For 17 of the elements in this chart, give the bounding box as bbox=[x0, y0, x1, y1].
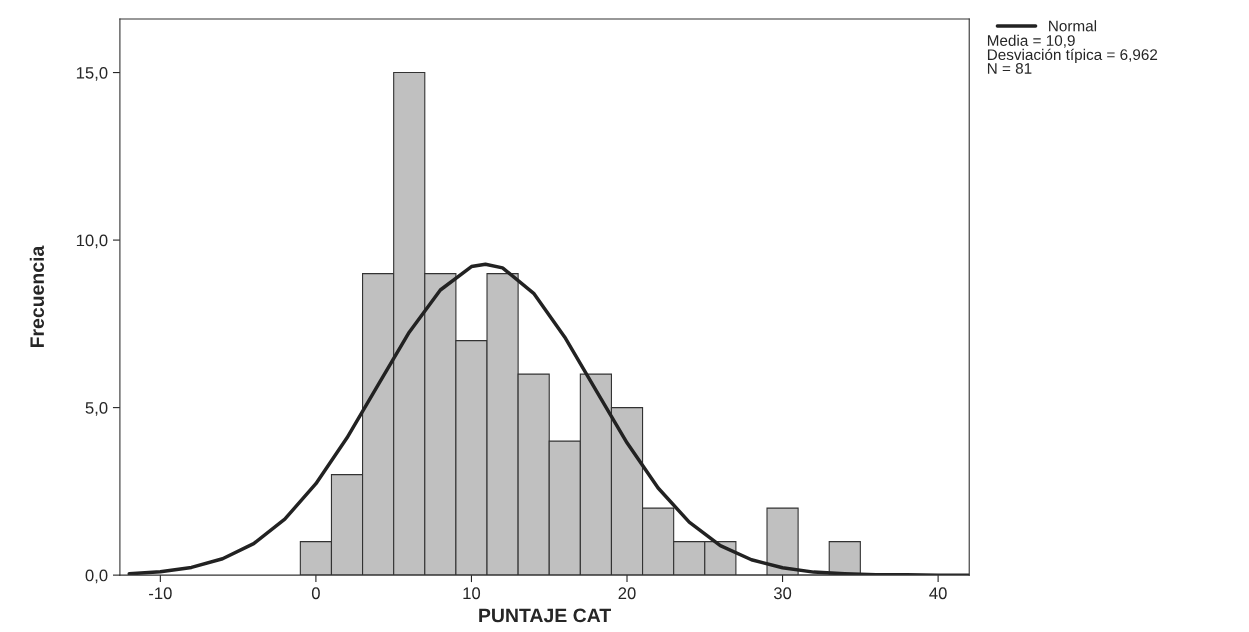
y-tick-label: 15,0 bbox=[76, 66, 108, 81]
x-tick-label: 30 bbox=[773, 587, 792, 600]
line-series bbox=[127, 262, 970, 576]
text: Desviación típica = 6,962 bbox=[987, 48, 1158, 64]
text: Media = 10,9 bbox=[987, 34, 1075, 48]
legend-label: Normal bbox=[1049, 20, 1097, 32]
y-tick-label: 5,0 bbox=[85, 402, 108, 416]
x-tick-label: 0 bbox=[311, 587, 320, 600]
y-axis-title: Frecuencia bbox=[29, 245, 45, 348]
text: N = 81 bbox=[987, 62, 1032, 74]
x-tick-label: 10 bbox=[463, 587, 481, 600]
y-tick-label: 0,0 bbox=[85, 569, 108, 584]
x-tick-label: 40 bbox=[929, 587, 947, 600]
y-tick-label: 10,0 bbox=[76, 234, 108, 249]
x-tick-label: -10 bbox=[149, 587, 172, 600]
x-tick-label: 20 bbox=[618, 587, 636, 600]
x-axis-title: PUNTAJE CAT bbox=[479, 608, 611, 623]
